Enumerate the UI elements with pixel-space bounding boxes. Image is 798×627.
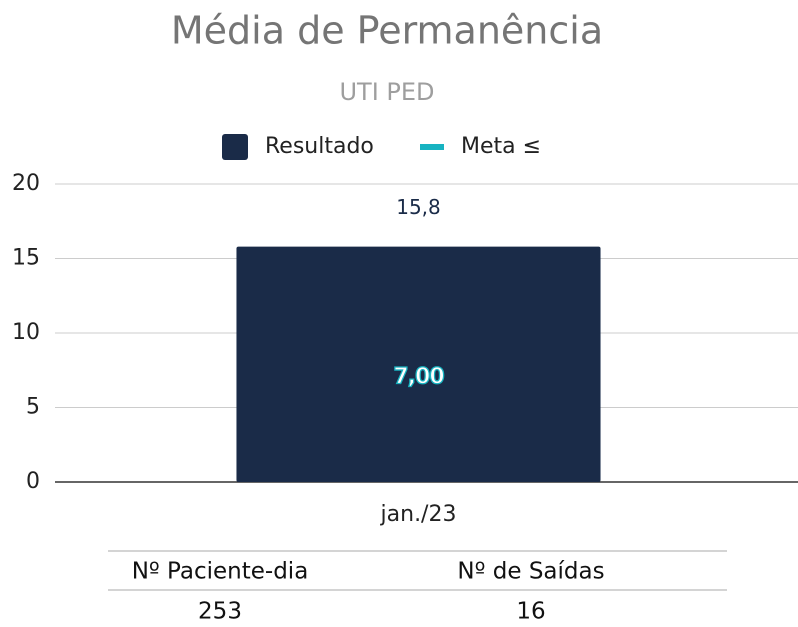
table-header: Nº de Saídas <box>457 559 604 585</box>
legend-swatch <box>222 134 248 160</box>
table-cell: 253 <box>198 599 242 625</box>
meta-label: 7,00 <box>393 365 444 390</box>
bar <box>236 246 601 482</box>
legend-swatch <box>420 144 444 150</box>
value-label: 15,8 <box>396 195 441 219</box>
chart-title: Média de Permanência <box>171 9 603 53</box>
table-cell: 16 <box>516 599 545 625</box>
y-tick-label: 20 <box>12 171 40 196</box>
y-tick-label: 15 <box>12 246 40 271</box>
y-tick-label: 0 <box>26 469 40 494</box>
legend-label: Meta ≤ <box>461 134 541 159</box>
chart-subtitle: UTI PED <box>339 78 434 106</box>
y-tick-label: 5 <box>26 395 40 420</box>
table-header: Nº Paciente-dia <box>132 559 309 585</box>
y-tick-label: 10 <box>12 320 40 345</box>
x-tick-label: jan./23 <box>380 502 457 527</box>
legend-label: Resultado <box>265 134 374 159</box>
